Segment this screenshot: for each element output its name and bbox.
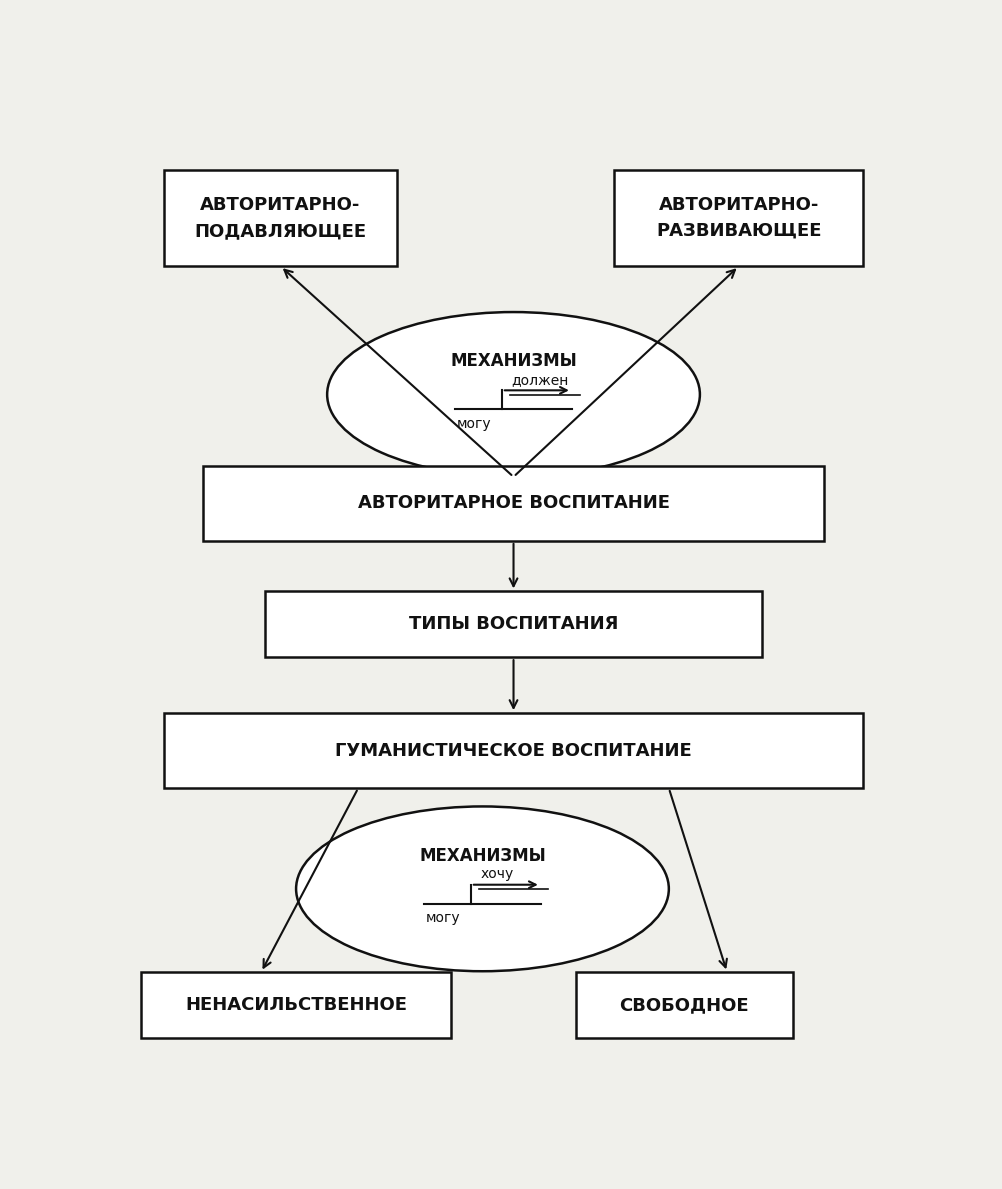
Text: РАЗВИВАЮЩЕЕ: РАЗВИВАЮЩЕЕ (656, 222, 822, 240)
Text: МЕХАНИЗМЫ: МЕХАНИЗМЫ (419, 847, 546, 864)
FancyBboxPatch shape (202, 466, 824, 541)
Text: могу: могу (426, 911, 460, 925)
Text: ПОДАВЛЯЮЩЕЕ: ПОДАВЛЯЮЩЕЕ (194, 222, 367, 240)
Text: НЕНАСИЛЬСТВЕННОЕ: НЕНАСИЛЬСТВЕННОЕ (185, 996, 407, 1014)
Text: могу: могу (457, 416, 491, 430)
FancyBboxPatch shape (164, 713, 863, 788)
Text: СВОБОДНОЕ: СВОБОДНОЕ (619, 996, 749, 1014)
Ellipse shape (297, 806, 669, 971)
Text: МЕХАНИЗМЫ: МЕХАНИЗМЫ (450, 352, 577, 371)
Text: АВТОРИТАРНОЕ ВОСПИТАНИЕ: АВТОРИТАРНОЕ ВОСПИТАНИЕ (358, 495, 669, 512)
FancyBboxPatch shape (140, 973, 451, 1038)
Ellipse shape (328, 312, 700, 477)
Text: должен: должен (511, 372, 568, 386)
Text: АВТОРИТАРНО-: АВТОРИТАРНО- (200, 196, 361, 214)
Text: ГУМАНИСТИЧЕСКОЕ ВОСПИТАНИЕ: ГУМАНИСТИЧЕСКОЕ ВОСПИТАНИЕ (335, 742, 692, 760)
FancyBboxPatch shape (265, 591, 762, 658)
FancyBboxPatch shape (164, 170, 397, 266)
FancyBboxPatch shape (614, 170, 863, 266)
Text: хочу: хочу (480, 867, 513, 881)
Text: АВТОРИТАРНО-: АВТОРИТАРНО- (658, 196, 819, 214)
Text: ТИПЫ ВОСПИТАНИЯ: ТИПЫ ВОСПИТАНИЯ (409, 615, 618, 634)
FancyBboxPatch shape (575, 973, 794, 1038)
